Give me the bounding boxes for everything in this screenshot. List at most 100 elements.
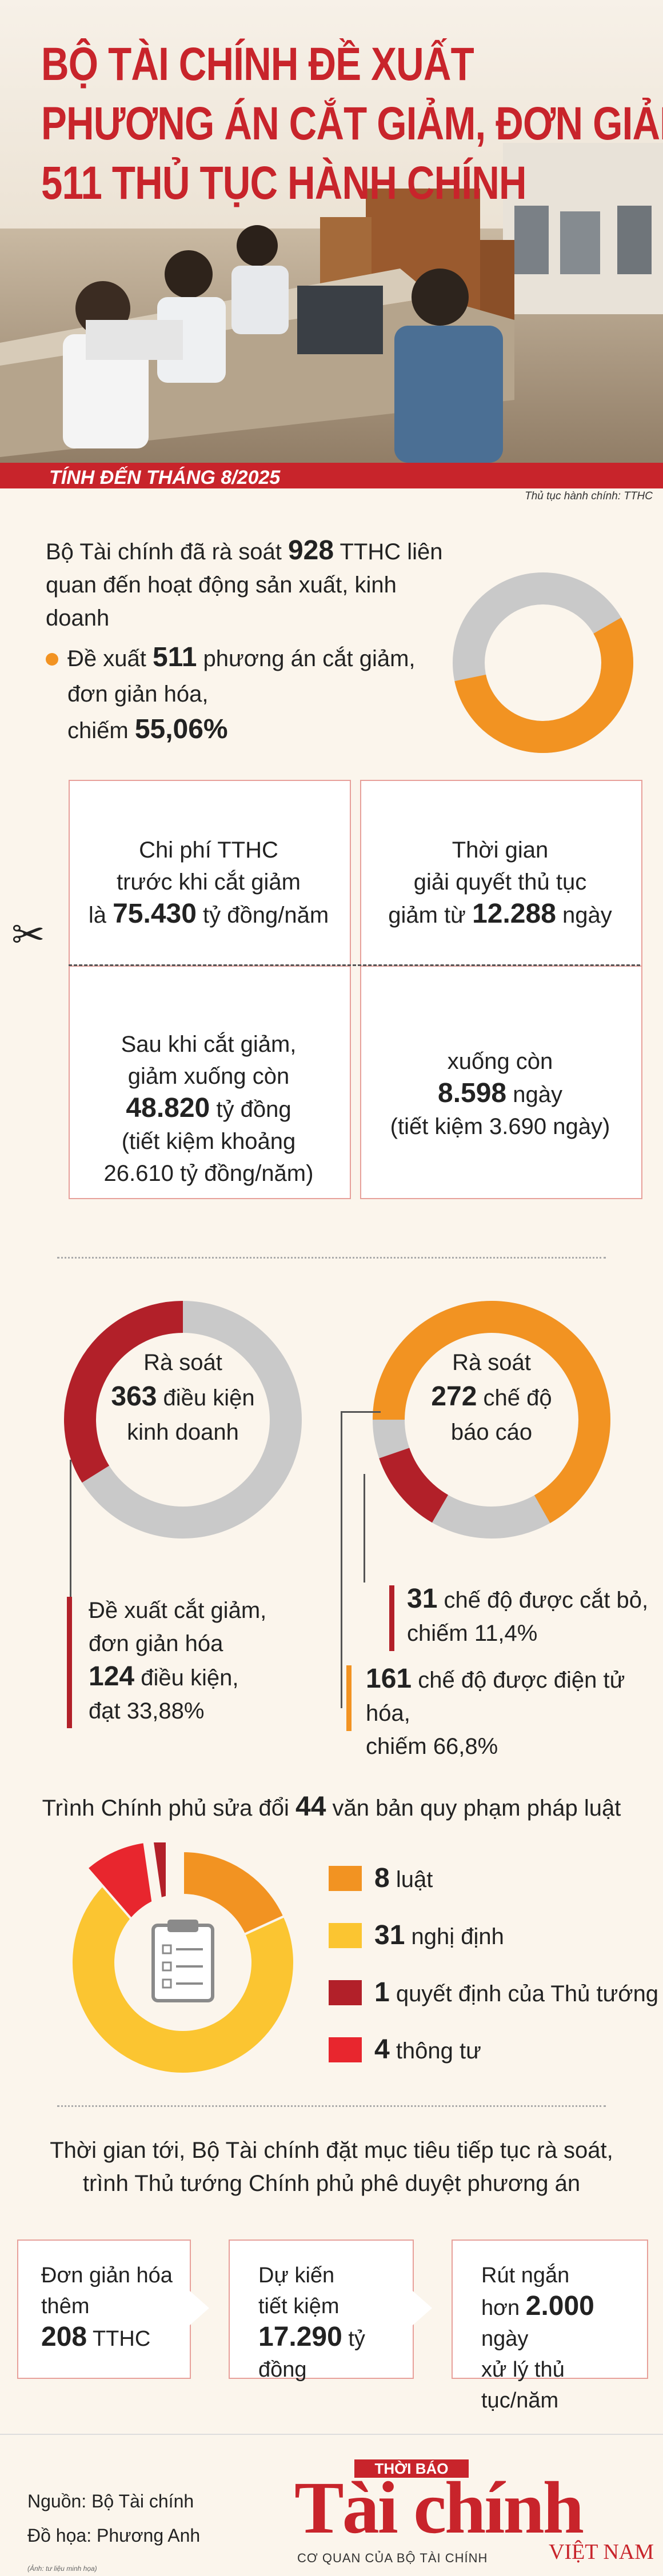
time-before-unit: ngày [556,903,612,928]
conditions-note-unit: điều kiện, [134,1665,239,1690]
reports-suffix: chế độ [477,1385,552,1411]
legend-swatch-pm-decision [329,1980,362,2005]
bullet-dot-icon [46,653,58,666]
reports-donut-digital-slice [373,1301,610,1523]
reports-digital-bar [346,1665,352,1731]
reports-number: 272 [431,1381,477,1412]
target-box-save: Dự kiến tiết kiệm 17.290 tỷ đồng [229,2240,414,2382]
cost-after-text: Sau khi cắt giảm, giảm xuống còn 48.820 … [69,1028,349,1189]
cost-before-l2: trước khi cắt giảm [117,870,301,895]
clipboard-icon [151,1920,214,2002]
cost-before-number: 75.430 [113,899,197,929]
logo-top-band: THỜI BÁO [354,2459,469,2478]
conditions-center-label: Rà soát 363 điều kiện kinh doanh [69,1345,297,1449]
reports-cut-text: chế độ được cắt bỏ, [437,1588,649,1613]
reports-cut-bar [389,1585,394,1651]
conditions-note: Đề xuất cắt giảm, đơn giản hóa 124 điều … [89,1594,329,1728]
cut-line [69,964,640,966]
legal-donut-chart [70,1842,295,2075]
reports-digital-text: chế độ được điện tử hóa, [366,1668,625,1726]
legend-label-pm-decision: quyết định của Thủ tướng [389,1981,659,2006]
proposal-text: Đề xuất 511 phương án cắt giảm, đơn giản… [67,640,422,748]
section-divider-2 [57,2105,606,2107]
graphic-credit: Đồ họa: Phương Anh [27,2525,201,2546]
target-simplify-l2: thêm [41,2294,90,2318]
proposal-donut-slice [454,618,633,753]
reports-center-label: Rà soát 272 chế độ báo cáo [377,1345,606,1449]
proposal-prefix: Đề xuất [67,646,153,671]
time-after-number: 8.598 [438,1078,507,1108]
time-after-text: xuống còn 8.598 ngày (tiết kiệm 3.690 ng… [360,1045,640,1143]
cost-before-text: Chi phí TTHC trước khi cắt giảm là 75.43… [69,834,349,931]
cost-after-l2: giảm xuống còn [127,1064,290,1089]
conditions-note-bar [67,1597,72,1728]
legend-number-pm-decision: 1 [374,1977,390,2008]
intro-prefix: Bộ Tài chính đã rà soát [46,539,288,564]
legend-number-circular: 4 [374,2034,390,2065]
legend-label-circular: thông tư [389,2038,481,2064]
legend-label-decree: nghị định [405,1924,504,1949]
conditions-note-l2: đơn giản hóa [89,1631,223,1656]
target-save-number: 17.290 [258,2322,342,2352]
conditions-l1: Rà soát [143,1350,222,1375]
target-shorten-unit: ngày [481,2327,529,2351]
legend-number-decree: 31 [374,1920,405,1950]
next-l1: Thời gian tới, Bộ Tài chính đặt mục tiêu… [50,2138,613,2163]
conditions-note-number: 124 [89,1661,135,1692]
target-save-l2: tiết kiệm [258,2294,340,2318]
proposal-middle: phương án cắt giảm, đơn giản hóa, [67,646,416,707]
cost-after-l4: (tiết kiệm khoảng [121,1129,296,1154]
conditions-donut-chart [64,1301,302,1539]
legend-label-law: luật [389,1867,433,1892]
cost-after-l5: 26.610 tỷ đồng/năm) [103,1161,314,1186]
hero-photo [0,0,663,488]
target-save-unit: tỷ đồng [258,2327,365,2382]
conditions-note-l1: Đề xuất cắt giảm, [89,1598,267,1623]
arrow-2-icon [413,2291,432,2325]
target-simplify-number: 208 [41,2322,87,2352]
reports-digital-note: 161 chế độ được điện tử hóa, chiếm 66,8% [366,1662,663,1763]
time-after-unit: ngày [506,1082,562,1107]
logo-vietnam: VIỆT NAM [549,2540,654,2564]
conditions-number: 363 [111,1381,157,1412]
photo-note: (Ảnh: tư liệu minh họa) [27,2565,97,2573]
cost-before-l1: Chi phí TTHC [139,838,278,863]
conditions-note-l4: đạt 33,88% [89,1698,205,1724]
time-after-l3: (tiết kiệm 3.690 ngày) [390,1114,610,1139]
scissors-icon: ✂ [11,912,45,957]
time-after-box [360,966,642,1199]
time-before-number: 12.288 [472,899,556,929]
cost-after-unit: tỷ đồng [210,1097,291,1122]
time-before-l1: Thời gian [452,838,549,863]
legend-swatch-decree [329,1923,362,1948]
date-label: TÍNH ĐẾN THÁNG 8/2025 [49,467,281,488]
logo-wordmark: Tài chính [294,2467,584,2549]
title-line-2: PHƯƠNG ÁN CẮT GIẢM, ĐƠN GIẢN HÓA [41,98,663,150]
time-before-text: Thời gian giải quyết thủ tục giảm từ 12.… [360,834,640,931]
target-shorten-number: 2.000 [525,2291,594,2321]
target-shorten-l3: xử lý thủ tục/năm [481,2358,565,2413]
cost-after-box [69,966,351,1199]
source-text: Nguồn: Bộ Tài chính [27,2491,194,2511]
reports-cut-note: 31 chế độ được cắt bỏ, chiếm 11,4% [407,1583,658,1650]
cost-before-box [69,780,351,968]
footer-divider [0,2434,663,2435]
legal-suffix: văn bản quy phạm pháp luật [326,1796,621,1821]
proposal-chiem: chiếm [67,718,135,743]
conditions-connector [70,1460,71,1600]
legal-heading: Trình Chính phủ sửa đổi 44 văn bản quy p… [0,1791,663,1822]
proposal-number: 511 [152,642,197,672]
section-divider [57,1257,606,1259]
target-shorten-pre: hơn [481,2296,526,2320]
intro-text: Bộ Tài chính đã rà soát 928 TTHC liên qu… [46,534,457,635]
time-before-box [360,780,642,968]
proposal-percent: 55,06% [134,714,228,744]
title-line-3: 511 THỦ TỤC HÀNH CHÍNH [41,157,527,209]
time-before-l2: giải quyết thủ tục [413,870,587,895]
target-shorten-l1: Rút ngắn [481,2263,570,2287]
reports-cut-l2: chiếm 11,4% [407,1621,538,1646]
next-l2: trình Thủ tướng Chính phủ phê duyệt phươ… [82,2171,581,2196]
intro-number: 928 [287,535,334,566]
legend-number-law: 8 [374,1863,390,1893]
title-line-1: BỘ TÀI CHÍNH ĐỀ XUẤT [41,38,474,90]
